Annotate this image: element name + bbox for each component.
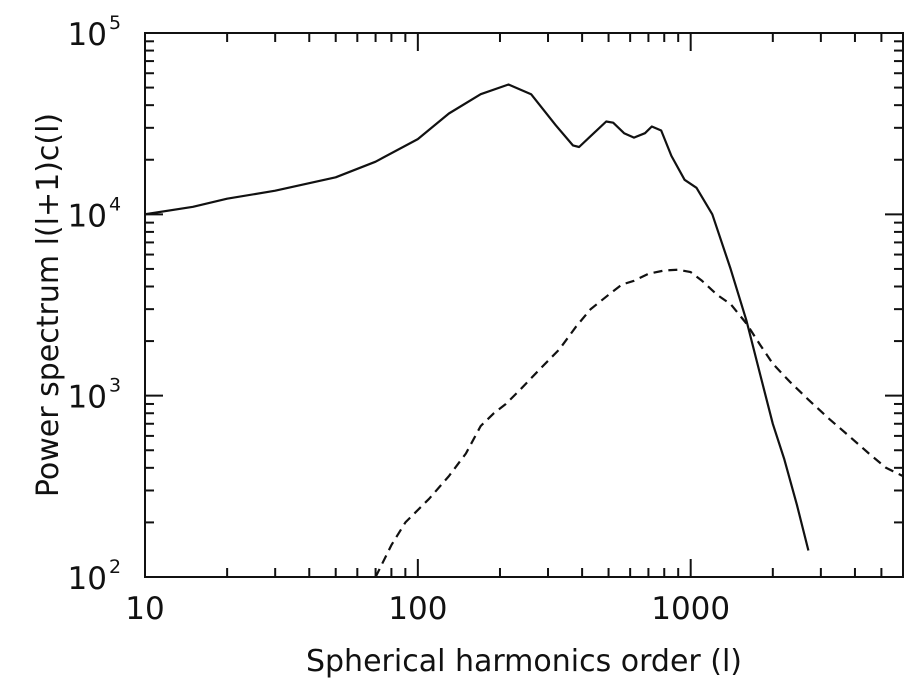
y-tick-label-exponent: 3: [109, 375, 121, 397]
y-tick-label-base: 10: [68, 380, 107, 416]
x-axis-title: Spherical harmonics order (l): [306, 644, 742, 679]
x-tick-label: 100: [388, 591, 447, 627]
y-tick-label-exponent: 5: [109, 12, 121, 34]
y-tick-label-base: 10: [68, 198, 107, 234]
plot-frame: [144, 32, 904, 578]
y-tick-label-exponent: 4: [109, 193, 121, 215]
x-tick-label: 10: [125, 591, 164, 627]
x-tick-label: 1000: [651, 591, 730, 627]
y-axis-title: Power spectrum l(l+1)c(l): [31, 113, 66, 497]
ticks-layer: [144, 32, 904, 578]
series-layer: [145, 83, 903, 577]
y-tick-label-exponent: 2: [109, 556, 121, 578]
dashed-series-line: [374, 268, 903, 577]
solid-series-line: [145, 83, 810, 551]
y-tick-label-base: 10: [68, 17, 107, 53]
y-tick-label-base: 10: [68, 561, 107, 597]
